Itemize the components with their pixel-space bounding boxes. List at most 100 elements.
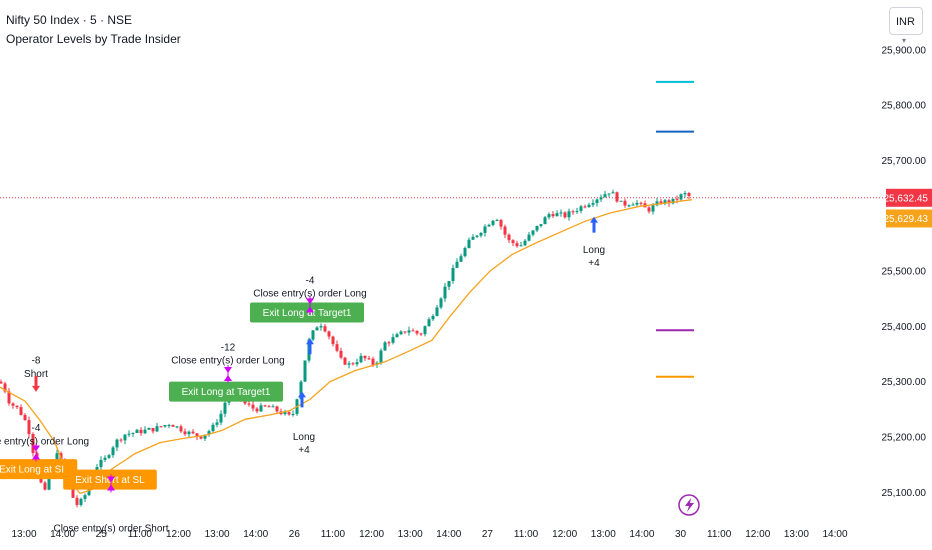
candle-body — [595, 199, 599, 204]
x-axis-tick-label: 13:00 — [205, 529, 230, 540]
x-axis-tick-label: 26 — [289, 529, 301, 540]
candle-body — [263, 405, 267, 407]
candle-body — [467, 239, 471, 248]
candle-body — [543, 217, 547, 225]
exit-badge — [250, 302, 364, 323]
candle-body — [683, 193, 687, 195]
candle-body — [687, 193, 691, 197]
candle-body — [571, 211, 575, 213]
candle-body — [163, 425, 167, 427]
ma-price-badge-label: 25,629.43 — [884, 214, 929, 225]
annotation-label: -8 — [32, 356, 41, 367]
candle-body — [343, 357, 347, 365]
candle-body — [351, 363, 355, 365]
y-axis-tick-label: 25,700.00 — [882, 156, 927, 167]
x-axis-tick-label: 11:00 — [128, 529, 153, 540]
candle-body — [55, 453, 59, 461]
candle-body — [423, 326, 427, 335]
candle-body — [155, 426, 159, 432]
candle-body — [363, 355, 367, 359]
annotation-label: lose entry(s) order Long — [0, 436, 89, 447]
candle-body — [591, 203, 595, 205]
candle-body — [443, 286, 447, 299]
candle-body — [359, 355, 363, 363]
candle-body — [287, 412, 291, 415]
candle-body — [427, 319, 431, 327]
candle-body — [511, 240, 515, 244]
candle-body — [671, 198, 675, 204]
x-axis-tick-label: 14:00 — [243, 529, 268, 540]
candle-body — [459, 256, 463, 262]
y-axis-tick-label: 25,800.00 — [882, 101, 927, 112]
candle-body — [579, 206, 583, 211]
candle-body — [655, 201, 659, 206]
candle-body — [323, 326, 327, 332]
candle-body — [115, 439, 119, 448]
candle-body — [619, 200, 623, 202]
ma-price-badge — [886, 209, 932, 228]
candle-body — [575, 210, 579, 212]
x-axis-tick-label: 27 — [482, 529, 494, 540]
candle-body — [411, 330, 415, 332]
annotation-label: Short — [24, 369, 48, 380]
candle-body — [211, 424, 215, 432]
candle-body — [215, 422, 219, 425]
annotation-label: Close entry(s) order Short — [53, 524, 168, 535]
candle-body — [123, 434, 127, 441]
currency-button[interactable]: INR — [889, 7, 923, 35]
candle-body — [103, 457, 107, 460]
long-entry-arrow-icon — [298, 391, 306, 408]
candle-body — [567, 211, 571, 218]
x-axis-tick-label: 14:00 — [629, 529, 654, 540]
candle-body — [499, 219, 503, 227]
candle-body — [347, 363, 351, 365]
candle-body — [495, 219, 499, 221]
candle-body — [135, 429, 139, 433]
annotation-label: Close entry(s) order Long — [253, 289, 366, 300]
annotation-label: +4 — [588, 258, 600, 269]
candle-body — [599, 197, 603, 200]
candle-body — [23, 414, 27, 421]
candle-body — [179, 426, 183, 432]
candle-body — [291, 413, 295, 415]
candle-body — [107, 455, 111, 458]
candle-body — [439, 298, 443, 308]
candle-body — [447, 280, 451, 287]
candle-body — [659, 201, 663, 204]
candle-body — [139, 429, 143, 434]
candle-body — [515, 243, 519, 247]
candle-body — [327, 331, 331, 337]
candle-body — [483, 226, 487, 233]
candle-body — [535, 225, 539, 231]
candle-body — [615, 192, 619, 202]
candle-body — [255, 408, 259, 412]
candle-body — [271, 406, 275, 408]
candle-body — [355, 362, 359, 365]
x-axis-tick-label: 13:00 — [398, 529, 423, 540]
x-axis-tick-label: 11:00 — [707, 529, 732, 540]
annotation-label: -4 — [306, 275, 315, 286]
exit-badge — [169, 381, 283, 402]
chevron-down-icon[interactable]: ▾ — [902, 36, 907, 45]
candle-body — [563, 212, 567, 218]
candle-body — [675, 198, 679, 200]
candle-body — [199, 436, 203, 439]
candle-body — [303, 360, 307, 382]
last-price-badge — [886, 188, 932, 207]
candle-body — [451, 267, 455, 281]
flash-icon[interactable] — [678, 494, 700, 516]
candle-body — [631, 204, 635, 206]
candle-body — [259, 405, 263, 412]
exit-badge — [0, 459, 78, 480]
candle-body — [299, 381, 303, 400]
candle-body — [15, 405, 19, 408]
x-axis-tick-label: 12:00 — [166, 529, 191, 540]
y-axis-tick-label: 25,300.00 — [882, 377, 927, 388]
x-axis-tick-label: 11:00 — [321, 529, 346, 540]
candle-body — [379, 350, 383, 363]
candle-body — [627, 205, 631, 207]
candle-body — [623, 200, 627, 206]
indicator-name: Operator Levels by Trade Insider — [6, 32, 181, 46]
candle-body — [171, 425, 175, 427]
